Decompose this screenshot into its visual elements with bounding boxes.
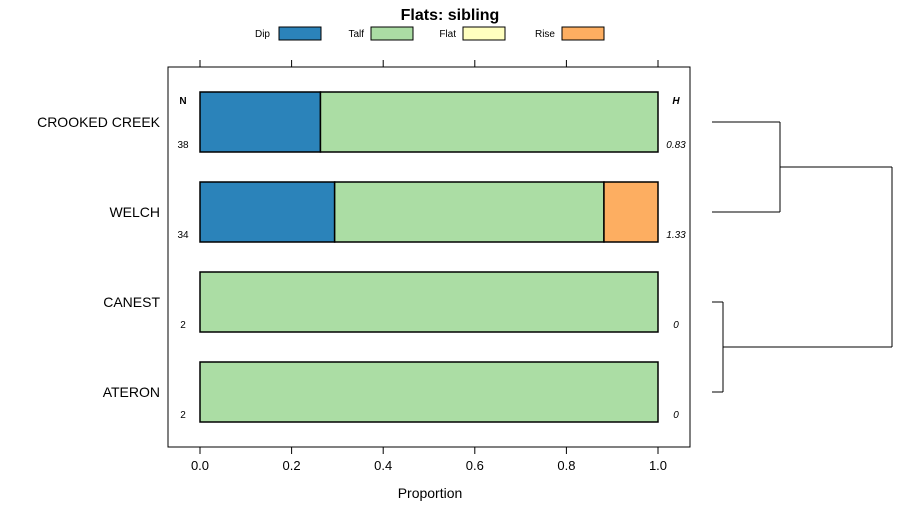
legend-swatch-rise [561,26,605,41]
h-value-canest: 0 [673,320,679,331]
x-tick-label-0: 0.0 [191,458,209,473]
legend-label-talf: Talf [348,29,364,40]
n-value-ateron: 2 [180,410,186,421]
row-labels: CROOKED CREEK WELCH CANEST ATERON [37,114,161,400]
legend-swatch-dip [278,26,322,41]
row-label-welch: WELCH [109,204,160,220]
bar-welch-dip [199,181,336,243]
h-value-ateron: 0 [673,410,679,421]
legend-label-dip: Dip [255,29,270,40]
legend-label-flat: Flat [439,29,456,40]
h-value-welch: 1.33 [666,230,686,241]
x-axis: 0.0 0.2 0.4 0.6 0.8 1.0 [191,60,667,473]
h-labels: 0.83 1.33 0 0 [666,140,686,421]
legend-swatch-flat [462,26,506,41]
n-value-welch: 34 [177,230,189,241]
row-label-crooked-creek: CROOKED CREEK [37,114,161,130]
bar-crooked-creek-dip [199,91,322,153]
h-value-crooked-creek: 0.83 [666,140,686,151]
bars [199,91,659,423]
legend-label-rise: Rise [535,29,555,40]
n-labels: 38 34 2 2 [177,140,189,421]
bar-canest-talf [199,271,659,333]
bar-welch-rise [603,181,659,243]
x-tick-label-3: 0.6 [466,458,484,473]
h-header: H [672,96,680,107]
x-tick-label-4: 0.8 [557,458,575,473]
dendrogram [712,121,893,393]
legend: Dip Talf Flat Rise [255,26,605,41]
x-axis-title: Proportion [398,485,463,501]
chart-title: Flats: sibling [401,7,500,24]
bar-crooked-creek-talf [319,91,659,153]
x-tick-label-2: 0.4 [374,458,392,473]
n-value-crooked-creek: 38 [177,140,189,151]
row-label-canest: CANEST [103,294,160,310]
n-value-canest: 2 [180,320,186,331]
bar-welch-talf [333,181,605,243]
x-tick-label-5: 1.0 [649,458,667,473]
x-tick-label-1: 0.2 [283,458,301,473]
row-label-ateron: ATERON [103,384,160,400]
n-header: N [179,96,186,107]
legend-swatch-talf [370,26,414,41]
bar-ateron-talf [199,361,659,423]
plot-frame [167,66,691,448]
